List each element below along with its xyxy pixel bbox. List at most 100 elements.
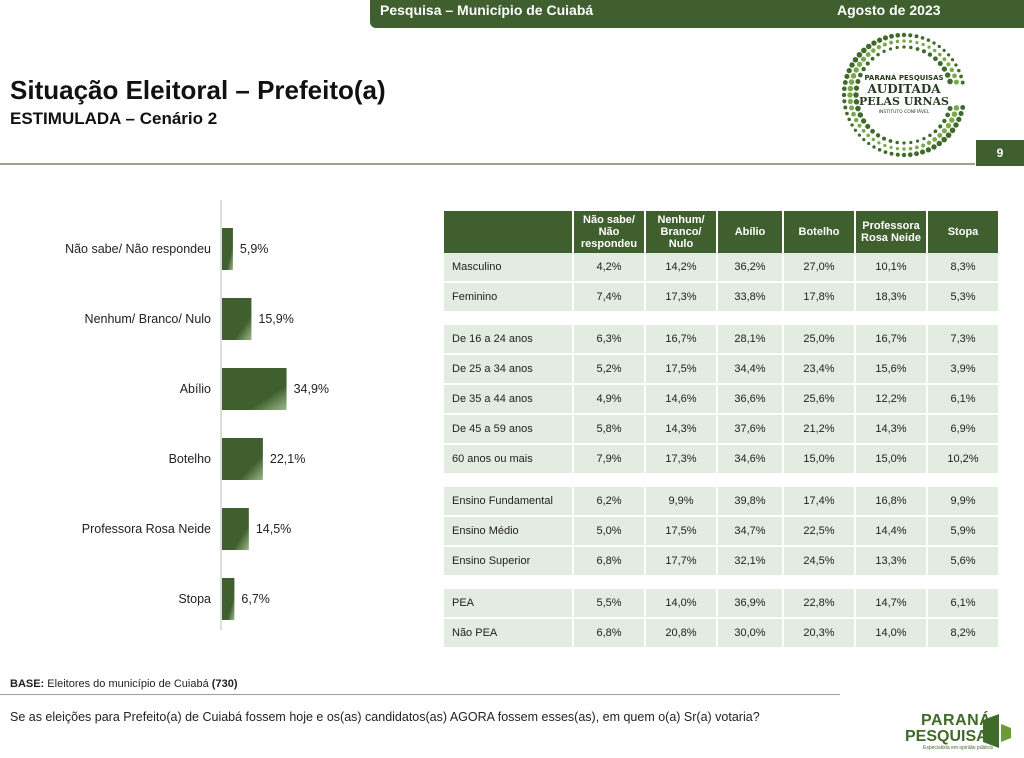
table-row: Ensino Superior 6,8% 17,7% 32,1% 24,5% 13,3% 5… — [444, 547, 998, 577]
bar — [222, 438, 263, 480]
table-cell: 14,3% — [646, 415, 716, 445]
table-cell: 7,9% — [574, 445, 644, 475]
table-cell: 20,3% — [784, 619, 854, 649]
table-row: De 45 a 59 anos 5,8% 14,3% 37,6% 21,2% 14,3% 6… — [444, 415, 998, 445]
table-cell: 17,5% — [646, 517, 716, 547]
column-header: Botelho — [784, 211, 854, 253]
group-spacer — [444, 475, 998, 487]
survey-title: Pesquisa – Município de Cuiabá — [380, 2, 594, 18]
table-cell: 5,9% — [928, 517, 998, 547]
table-cell: 25,6% — [784, 385, 854, 415]
table-cell: 4,9% — [574, 385, 644, 415]
table-cell: 36,2% — [718, 253, 782, 283]
row-label: Ensino Superior — [444, 547, 572, 577]
table-cell: 17,8% — [784, 283, 854, 313]
category-label: Nenhum/ Branco/ Nulo — [85, 312, 212, 326]
row-label: De 25 a 34 anos — [444, 355, 572, 385]
table-cell: 5,8% — [574, 415, 644, 445]
table-cell: 14,2% — [646, 253, 716, 283]
group-spacer — [444, 577, 998, 589]
table-row: Masculino 4,2% 14,2% 36,2% 27,0% 10,1% 8,3% — [444, 253, 998, 283]
table-cell: 6,9% — [928, 415, 998, 445]
table-cell: 14,6% — [646, 385, 716, 415]
table-cell: 32,1% — [718, 547, 782, 577]
base-note: BASE: Eleitores do município de Cuiabá (… — [10, 678, 238, 690]
table-cell: 6,8% — [574, 619, 644, 649]
table-cell: 14,3% — [856, 415, 926, 445]
row-label: Não PEA — [444, 619, 572, 649]
table-cell: 4,2% — [574, 253, 644, 283]
value-label: 5,9% — [240, 242, 268, 256]
table-cell: 15,0% — [856, 445, 926, 475]
row-label: De 35 a 44 anos — [444, 385, 572, 415]
table-cell: 15,0% — [784, 445, 854, 475]
category-label: Professora Rosa Neide — [82, 522, 211, 536]
table-row: Não PEA 6,8% 20,8% 30,0% 20,3% 14,0% 8,2% — [444, 619, 998, 649]
table-cell: 9,9% — [646, 487, 716, 517]
table-cell: 6,8% — [574, 547, 644, 577]
svg-text:PARANÁ PESQUISAS: PARANÁ PESQUISAS — [864, 73, 943, 82]
table-cell: 17,3% — [646, 445, 716, 475]
table-cell: 39,8% — [718, 487, 782, 517]
table-cell: 6,1% — [928, 589, 998, 619]
table-cell: 8,3% — [928, 253, 998, 283]
table-cell: 5,0% — [574, 517, 644, 547]
table-cell: 5,6% — [928, 547, 998, 577]
bar — [222, 228, 233, 270]
table-cell: 10,2% — [928, 445, 998, 475]
footer-divider — [0, 694, 840, 695]
group-spacer — [444, 313, 998, 325]
table-row: Feminino 7,4% 17,3% 33,8% 17,8% 18,3% 5,3% — [444, 283, 998, 313]
table-cell: 5,3% — [928, 283, 998, 313]
row-label: Masculino — [444, 253, 572, 283]
table-cell: 6,3% — [574, 325, 644, 355]
table-cell: 34,7% — [718, 517, 782, 547]
bar — [222, 508, 249, 550]
table-cell: 14,0% — [856, 619, 926, 649]
table-cell: 13,3% — [856, 547, 926, 577]
table-row: Ensino Médio 5,0% 17,5% 34,7% 22,5% 14,4% 5,9% — [444, 517, 998, 547]
survey-date: Agosto de 2023 — [837, 2, 941, 18]
category-label: Não sabe/ Não respondeu — [65, 242, 211, 256]
svg-text:INSTITUTO CONFIÁVEL: INSTITUTO CONFIÁVEL — [879, 108, 930, 115]
table-cell: 25,0% — [784, 325, 854, 355]
table-cell: 16,7% — [646, 325, 716, 355]
table-cell: 7,3% — [928, 325, 998, 355]
column-header: Não sabe/ Não respondeu — [574, 211, 644, 253]
value-label: 14,5% — [256, 522, 291, 536]
table-cell: 17,5% — [646, 355, 716, 385]
table-cell: 36,6% — [718, 385, 782, 415]
logo-mark-icon — [983, 714, 1011, 748]
table-cell: 30,0% — [718, 619, 782, 649]
column-header: Abílio — [718, 211, 782, 253]
table-cell: 16,8% — [856, 487, 926, 517]
table-cell: 7,4% — [574, 283, 644, 313]
table-cell: 23,4% — [784, 355, 854, 385]
survey-question: Se as eleições para Prefeito(a) de Cuiab… — [10, 710, 760, 724]
table-cell: 36,9% — [718, 589, 782, 619]
table-cell: 16,7% — [856, 325, 926, 355]
svg-text:AUDITADA: AUDITADA — [866, 82, 941, 96]
category-label: Abílio — [180, 382, 211, 396]
bar — [222, 578, 235, 620]
value-label: 34,9% — [294, 382, 329, 396]
header-bar: Pesquisa – Município de Cuiabá Agosto de… — [370, 0, 1024, 28]
row-label: De 45 a 59 anos — [444, 415, 572, 445]
column-header: Stopa — [928, 211, 998, 253]
table-cell: 34,4% — [718, 355, 782, 385]
table-cell: 24,5% — [784, 547, 854, 577]
table-row: De 25 a 34 anos 5,2% 17,5% 34,4% 23,4% 15,6% 3… — [444, 355, 998, 385]
column-header: Nenhum/ Branco/ Nulo — [646, 211, 716, 253]
table-cell: 8,2% — [928, 619, 998, 649]
table-cell: 17,4% — [784, 487, 854, 517]
table-cell: 33,8% — [718, 283, 782, 313]
table-cell: 5,5% — [574, 589, 644, 619]
page-title: Situação Eleitoral – Prefeito(a) — [10, 75, 386, 105]
category-label: Botelho — [169, 452, 211, 466]
header-divider — [0, 163, 975, 165]
bar — [222, 368, 287, 410]
table-row: PEA 5,5% 14,0% 36,9% 22,8% 14,7% 6,1% — [444, 589, 998, 619]
page-subtitle: ESTIMULADA – Cenário 2 — [10, 109, 218, 128]
table-cell: 34,6% — [718, 445, 782, 475]
value-label: 15,9% — [258, 312, 293, 326]
